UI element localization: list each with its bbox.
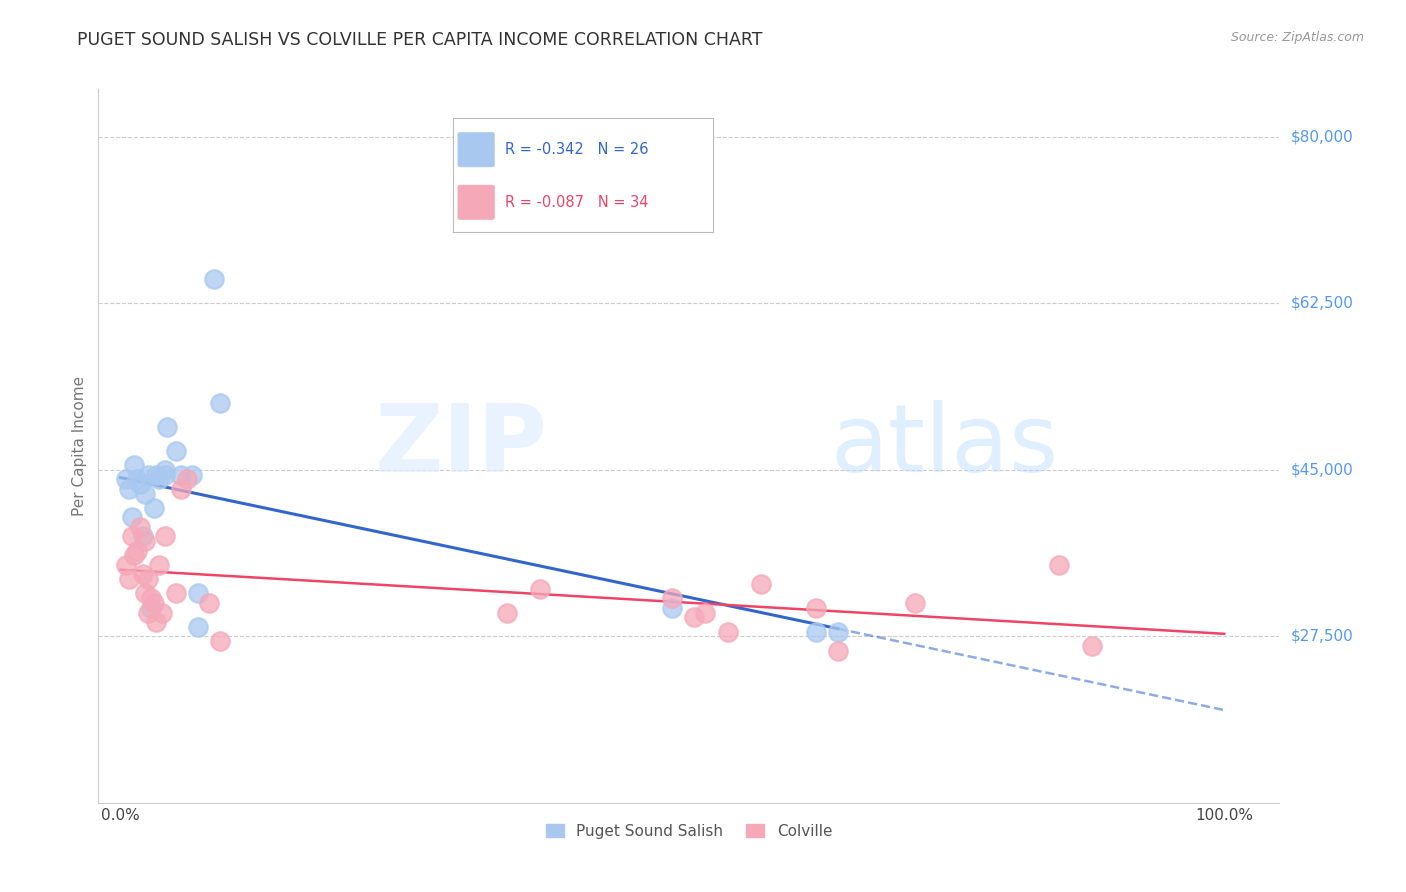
Puget Sound Salish: [156, 420, 179, 434]
Colville: [716, 624, 738, 639]
Colville: [904, 596, 927, 610]
Colville: [1047, 558, 1070, 572]
Text: $62,500: $62,500: [1291, 296, 1354, 310]
Puget Sound Salish: [187, 620, 209, 634]
Puget Sound Salish: [142, 500, 165, 515]
Text: atlas: atlas: [831, 400, 1059, 492]
Colville: [141, 591, 163, 606]
Colville: [695, 606, 717, 620]
Colville: [176, 472, 198, 486]
Puget Sound Salish: [118, 482, 141, 496]
Colville: [529, 582, 551, 596]
Colville: [683, 610, 706, 624]
Legend: Puget Sound Salish, Colville: Puget Sound Salish, Colville: [540, 818, 838, 845]
Colville: [115, 558, 138, 572]
Colville: [148, 558, 170, 572]
Puget Sound Salish: [170, 467, 193, 482]
Colville: [134, 534, 156, 549]
Colville: [134, 586, 156, 600]
Puget Sound Salish: [122, 458, 145, 472]
Colville: [125, 543, 148, 558]
Puget Sound Salish: [125, 472, 148, 486]
Puget Sound Salish: [145, 467, 167, 482]
Puget Sound Salish: [202, 272, 225, 286]
Puget Sound Salish: [804, 624, 827, 639]
Y-axis label: Per Capita Income: Per Capita Income: [72, 376, 87, 516]
Puget Sound Salish: [187, 586, 209, 600]
Puget Sound Salish: [148, 472, 170, 486]
Colville: [142, 596, 165, 610]
Puget Sound Salish: [121, 510, 143, 524]
Text: $45,000: $45,000: [1291, 462, 1354, 477]
Text: $27,500: $27,500: [1291, 629, 1354, 644]
Puget Sound Salish: [165, 443, 187, 458]
Colville: [749, 577, 772, 591]
Colville: [136, 606, 159, 620]
Text: ZIP: ZIP: [374, 400, 547, 492]
Colville: [198, 596, 221, 610]
Colville: [170, 482, 193, 496]
Colville: [152, 606, 174, 620]
Puget Sound Salish: [136, 467, 159, 482]
Puget Sound Salish: [827, 624, 849, 639]
Puget Sound Salish: [181, 467, 204, 482]
Text: Source: ZipAtlas.com: Source: ZipAtlas.com: [1230, 31, 1364, 45]
Puget Sound Salish: [208, 396, 231, 410]
Colville: [208, 634, 231, 648]
Colville: [122, 549, 145, 563]
Puget Sound Salish: [134, 486, 156, 500]
Colville: [827, 643, 849, 657]
Colville: [153, 529, 176, 543]
Colville: [136, 572, 159, 586]
Puget Sound Salish: [129, 477, 152, 491]
Colville: [165, 586, 187, 600]
Colville: [495, 606, 517, 620]
Puget Sound Salish: [153, 467, 176, 482]
Puget Sound Salish: [141, 600, 163, 615]
Colville: [121, 529, 143, 543]
Puget Sound Salish: [661, 600, 683, 615]
Colville: [145, 615, 167, 629]
Puget Sound Salish: [131, 529, 153, 543]
Colville: [129, 520, 152, 534]
Puget Sound Salish: [153, 463, 176, 477]
Colville: [131, 567, 153, 582]
Colville: [118, 572, 141, 586]
Text: $80,000: $80,000: [1291, 129, 1354, 145]
Text: PUGET SOUND SALISH VS COLVILLE PER CAPITA INCOME CORRELATION CHART: PUGET SOUND SALISH VS COLVILLE PER CAPIT…: [77, 31, 763, 49]
Colville: [1081, 639, 1104, 653]
Colville: [661, 591, 683, 606]
Puget Sound Salish: [115, 472, 138, 486]
Colville: [804, 600, 827, 615]
